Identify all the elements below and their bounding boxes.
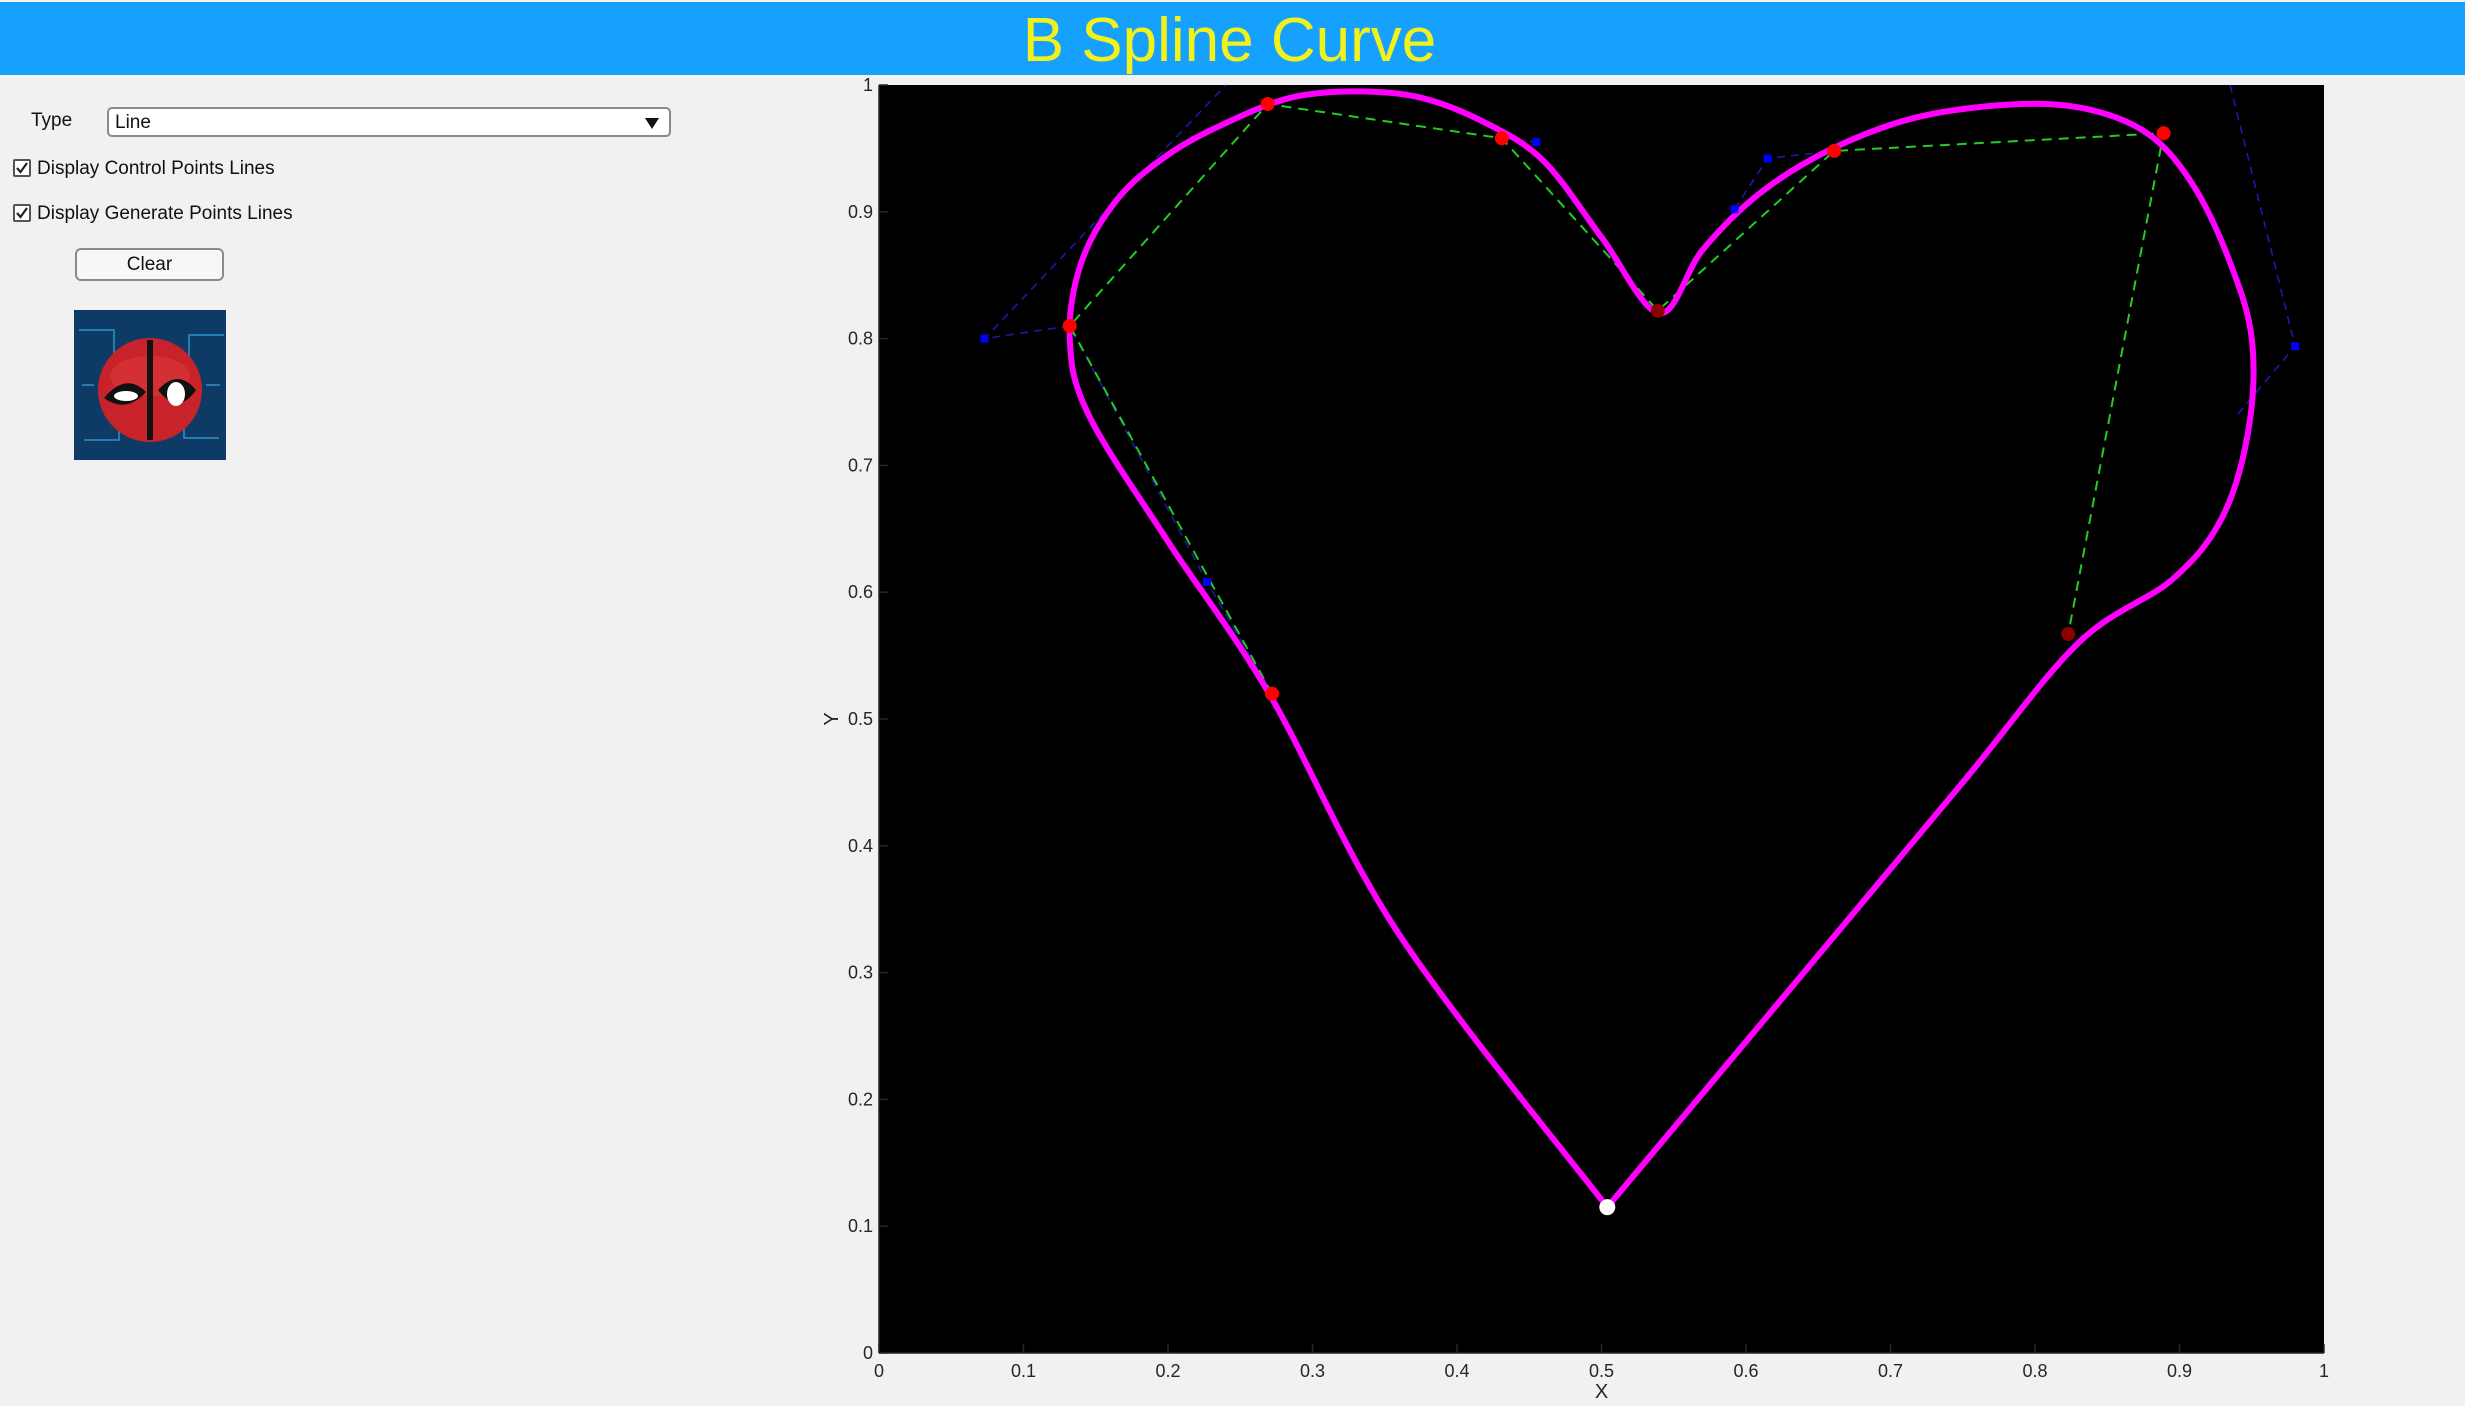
type-dropdown[interactable]: Line: [107, 107, 671, 137]
control-point[interactable]: [1532, 138, 1541, 147]
x-axis-label: X: [1595, 1381, 1608, 1403]
b-spline-curve: [1066, 88, 2257, 1210]
check-icon: [16, 207, 28, 219]
display-generate-points-lines-checkbox[interactable]: [13, 204, 31, 222]
control-points-line: [982, 84, 1273, 695]
control-point[interactable]: [1763, 154, 1772, 163]
y-tick-label: 0.9: [848, 202, 873, 222]
y-tick-label: 0.5: [848, 709, 873, 729]
deadpool-mascot-icon: [74, 310, 226, 460]
x-tick-label: 0.5: [1589, 1361, 1614, 1381]
x-tick-label: 0.8: [2022, 1361, 2047, 1381]
control-point[interactable]: [1730, 205, 1739, 214]
selected-point[interactable]: [1599, 1199, 1616, 1216]
y-tick-label: 0.8: [848, 329, 873, 349]
x-tick-label: 0.4: [1444, 1361, 1469, 1381]
generated-point[interactable]: [1062, 318, 1077, 333]
plot-background[interactable]: [879, 85, 2324, 1353]
control-point[interactable]: [980, 334, 989, 343]
generated-point[interactable]: [2061, 627, 2076, 642]
control-point[interactable]: [2291, 342, 2300, 351]
generated-point[interactable]: [1260, 97, 1275, 112]
type-dropdown-value: Line: [115, 112, 151, 133]
control-point[interactable]: [1203, 578, 1212, 587]
x-tick-label: 0.7: [1878, 1361, 1903, 1381]
display-control-points-lines-checkbox[interactable]: [13, 159, 31, 177]
y-tick-label: 0.3: [848, 963, 873, 983]
x-tick-label: 0.3: [1300, 1361, 1325, 1381]
display-generate-points-lines-label: Display Generate Points Lines: [37, 203, 293, 224]
generated-point[interactable]: [1650, 303, 1665, 318]
generated-point[interactable]: [1265, 686, 1280, 701]
title-bar: B Spline Curve: [0, 2, 2465, 75]
type-label: Type: [31, 110, 73, 131]
x-tick-label: 1: [2319, 1361, 2329, 1381]
y-axis-label: Y: [821, 712, 843, 725]
x-tick-label: 0: [874, 1361, 884, 1381]
display-control-points-lines-label: Display Control Points Lines: [37, 158, 275, 179]
check-icon: [16, 162, 28, 174]
y-tick-label: 0: [863, 1343, 873, 1363]
generated-point[interactable]: [1494, 131, 1509, 146]
y-tick-label: 0.4: [848, 836, 873, 856]
y-tick-label: 0.1: [848, 1216, 873, 1236]
x-tick-label: 0.9: [2167, 1361, 2192, 1381]
chevron-down-icon[interactable]: [645, 118, 659, 129]
app-title: B Spline Curve: [1022, 6, 1437, 75]
y-tick-label: 0.7: [848, 455, 873, 475]
generated-point[interactable]: [1827, 143, 1842, 158]
generated-point[interactable]: [2156, 126, 2171, 141]
x-tick-label: 0.1: [1011, 1361, 1036, 1381]
x-tick-label: 0.6: [1733, 1361, 1758, 1381]
y-tick-label: 1: [863, 75, 873, 95]
x-tick-label: 0.2: [1155, 1361, 1180, 1381]
y-tick-label: 0.2: [848, 1089, 873, 1109]
clear-button[interactable]: Clear: [75, 248, 224, 281]
y-tick-label: 0.6: [848, 582, 873, 602]
